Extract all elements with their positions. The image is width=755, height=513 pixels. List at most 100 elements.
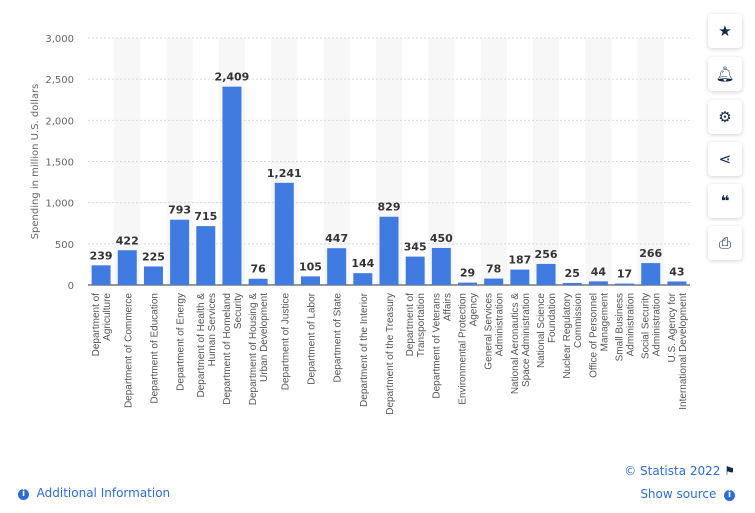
data-label: 105 bbox=[299, 260, 322, 273]
data-label: 78 bbox=[486, 263, 501, 276]
data-label: 29 bbox=[460, 267, 475, 280]
bar bbox=[405, 256, 425, 285]
bar bbox=[300, 276, 320, 285]
x-tick-label: Nuclear RegulatoryCommission bbox=[562, 293, 584, 379]
data-label: 43 bbox=[669, 265, 684, 278]
data-label: 239 bbox=[90, 249, 113, 262]
bar bbox=[510, 269, 530, 285]
share-button[interactable]: ⋖ bbox=[708, 142, 742, 176]
bar bbox=[667, 281, 687, 285]
x-tick-label: Department of Labor bbox=[306, 292, 317, 384]
y-tick-label: 1,500 bbox=[45, 158, 74, 169]
bar bbox=[615, 283, 635, 285]
star-icon: ★ bbox=[718, 22, 732, 40]
x-tick-label: Department of the Treasury bbox=[385, 293, 396, 415]
quote-icon: ❝ bbox=[720, 192, 730, 210]
share-icon: ⋖ bbox=[718, 150, 732, 168]
flag-icon: ⚑ bbox=[724, 464, 735, 478]
y-tick-label: 0 bbox=[68, 281, 74, 292]
category-band bbox=[114, 38, 141, 285]
data-label: 422 bbox=[116, 234, 139, 247]
copyright-text: © Statista 2022 bbox=[624, 464, 721, 478]
category-band bbox=[637, 38, 664, 285]
data-label: 25 bbox=[565, 267, 580, 280]
show-source-link[interactable]: Show source i bbox=[640, 487, 735, 501]
x-tick-label: Environmental ProtectionAgency bbox=[458, 293, 480, 405]
additional-information-link[interactable]: i Additional Information bbox=[18, 486, 170, 500]
print-button[interactable]: ⎙ bbox=[708, 226, 742, 260]
bar bbox=[91, 265, 111, 285]
x-tick-label: Department ofTransportation bbox=[405, 293, 427, 357]
data-label: 345 bbox=[404, 241, 427, 254]
show-source-label: Show source bbox=[640, 487, 717, 501]
x-tick-label: Department of Education bbox=[149, 293, 160, 404]
data-label: 44 bbox=[591, 265, 607, 278]
bar bbox=[431, 247, 451, 285]
print-icon: ⎙ bbox=[718, 234, 731, 252]
x-tick-label: Department of the Interior bbox=[359, 292, 370, 407]
x-tick-label: National ScienceFoundation bbox=[536, 293, 558, 368]
data-label: 187 bbox=[508, 254, 531, 267]
bar bbox=[143, 266, 163, 285]
x-tick-label: U.S. Agency forInternational Development bbox=[667, 292, 689, 409]
data-label: 256 bbox=[535, 248, 558, 261]
data-label: 144 bbox=[351, 257, 374, 270]
data-label: 793 bbox=[168, 204, 191, 217]
x-tick-label: National Aeronautics &Space Administrati… bbox=[510, 293, 532, 395]
y-axis-label: Spending in million U.S. dollars bbox=[30, 84, 41, 240]
bar-chart: 0 500 1,000 1,500 2,000 2,500 3,000 Spending in… bbox=[30, 34, 690, 415]
data-label: 2,409 bbox=[215, 71, 250, 84]
info-icon: i bbox=[18, 489, 29, 500]
bar bbox=[641, 263, 661, 285]
bar bbox=[379, 216, 399, 285]
statista-copyright[interactable]: © Statista 2022 ⚑ bbox=[624, 464, 735, 478]
bar bbox=[248, 278, 268, 285]
bell-icon: 🔔︎ bbox=[715, 65, 735, 83]
x-tick-label: Department of Housing &Urban Development bbox=[248, 293, 270, 406]
y-tick-label: 2,500 bbox=[45, 75, 74, 86]
bar bbox=[536, 263, 556, 285]
y-tick-label: 2,000 bbox=[45, 116, 74, 127]
y-tick-label: 1,000 bbox=[45, 199, 74, 210]
bar bbox=[484, 278, 504, 285]
x-tick-label: Department of VeteransAffairs bbox=[431, 293, 453, 399]
x-tick-label: Department of Justice bbox=[280, 293, 291, 391]
cite-button[interactable]: ❝ bbox=[708, 184, 742, 218]
bar bbox=[274, 182, 294, 285]
data-label: 715 bbox=[194, 210, 217, 223]
settings-button[interactable]: ⚙ bbox=[708, 100, 742, 134]
additional-info-label: Additional Information bbox=[36, 486, 171, 500]
bar bbox=[562, 282, 582, 285]
bar bbox=[327, 248, 347, 285]
y-tick-label: 3,000 bbox=[45, 34, 74, 45]
bar bbox=[458, 282, 478, 285]
bar bbox=[196, 226, 216, 285]
data-label: 447 bbox=[325, 232, 348, 245]
data-label: 17 bbox=[617, 268, 632, 281]
data-label: 829 bbox=[378, 201, 401, 214]
x-tick-label: Office of PersonnelManagement bbox=[588, 293, 610, 378]
favorite-button[interactable]: ★ bbox=[708, 14, 742, 48]
x-tick-label: Department of Commerce bbox=[123, 293, 134, 408]
data-label: 266 bbox=[639, 247, 662, 260]
x-tick-label: Small BusinessAdministration bbox=[615, 293, 637, 361]
x-tick-label: General ServicesAdministration bbox=[484, 293, 506, 370]
info-icon: i bbox=[724, 490, 735, 501]
x-tick-label: Department of State bbox=[333, 293, 344, 383]
x-tick-label: Social SecurityAdministration bbox=[641, 293, 663, 359]
x-tick-label: Department of Health &Human Services bbox=[196, 293, 218, 398]
x-tick-label: Department of HomelandSecurity bbox=[222, 293, 244, 405]
bar bbox=[170, 219, 190, 285]
notification-button[interactable]: 🔔︎ bbox=[708, 57, 742, 91]
bar bbox=[222, 86, 242, 285]
x-tick-label: Department of Energy bbox=[176, 293, 187, 391]
bar bbox=[117, 250, 137, 285]
bar bbox=[353, 273, 373, 285]
data-label: 450 bbox=[430, 232, 453, 245]
data-label: 1,241 bbox=[267, 167, 302, 180]
data-label: 225 bbox=[142, 250, 165, 263]
y-tick-label: 500 bbox=[55, 240, 74, 251]
bar bbox=[588, 281, 608, 285]
x-tick-label: Department ofAgriculture bbox=[91, 293, 113, 357]
data-label: 76 bbox=[250, 263, 266, 276]
